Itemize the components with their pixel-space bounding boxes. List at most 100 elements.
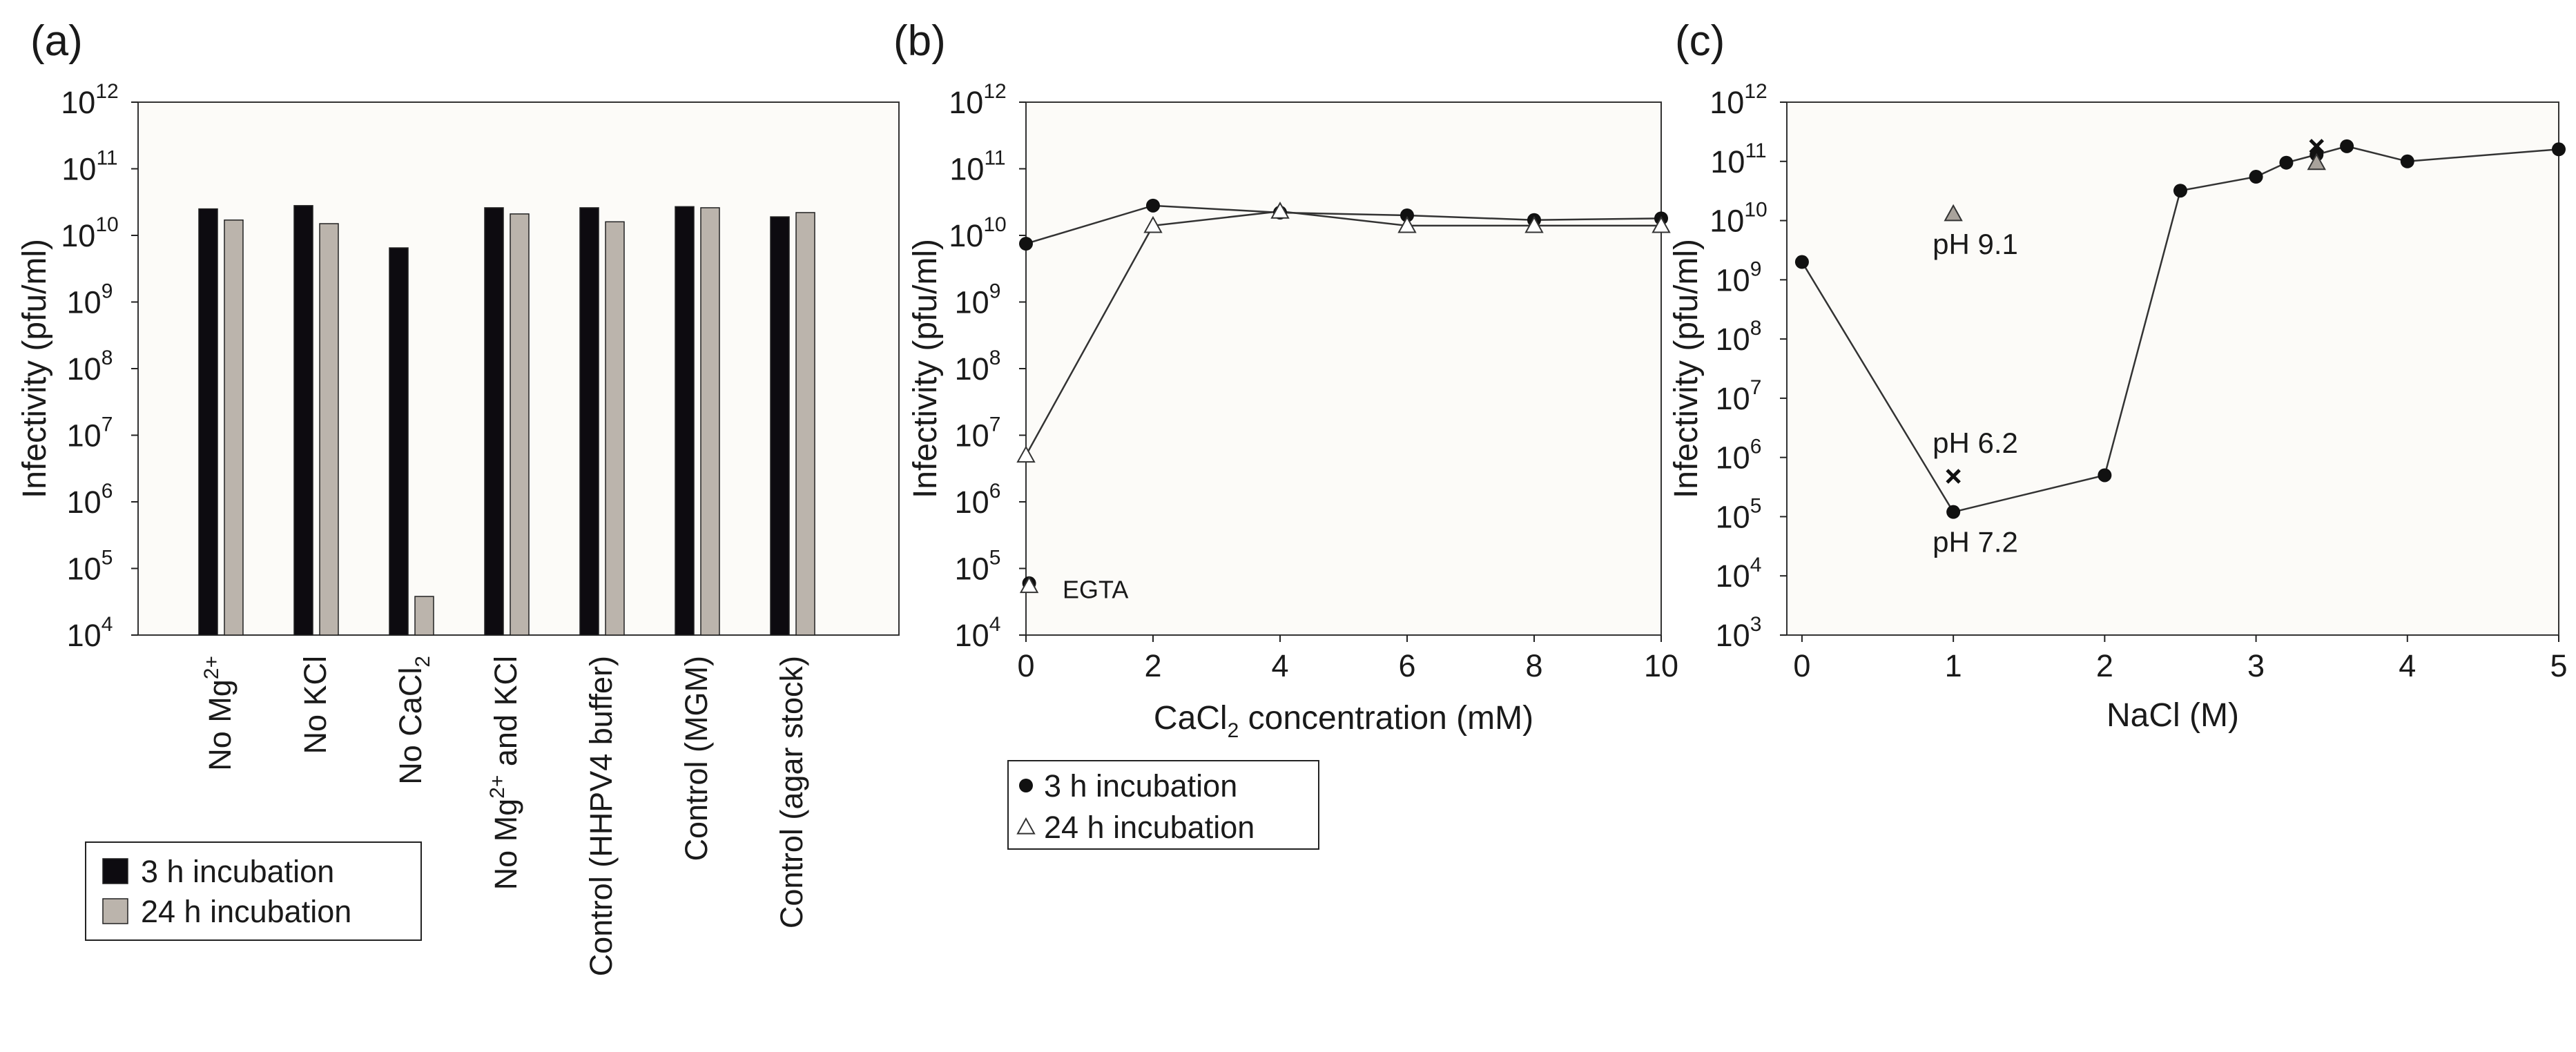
panel-a-legend <box>85 841 422 941</box>
panel-b-ytick-label: 109 <box>955 280 1001 320</box>
panel-c-plot-area <box>1786 101 2559 636</box>
panel-b-xtick-label: 10 <box>1644 648 1678 683</box>
panel-c-label: (c) <box>1675 17 1725 65</box>
panel-c-point <box>2098 468 2112 483</box>
panel-a-bar <box>293 205 313 636</box>
panel-a-bar <box>484 207 504 636</box>
panel-a-label: (a) <box>30 17 83 65</box>
panel-a-category-label: Control (HHPV4 buffer) <box>583 656 619 976</box>
panel-b-point-24h <box>1270 202 1290 219</box>
panel-c-ytick-label: 106 <box>1716 436 1762 476</box>
panel-c-xtick-label: 0 <box>1793 648 1810 683</box>
panel-c-series-line <box>1801 145 2559 514</box>
panel-c-xtick-label: 2 <box>2096 648 2113 683</box>
panel-c-point <box>2279 155 2294 170</box>
panel-c-xtick-label: 4 <box>2399 648 2416 683</box>
panel-a-category-label: No KCl <box>298 656 333 754</box>
panel-a-ytick-label: 108 <box>67 347 113 387</box>
panel-a-legend-swatch <box>102 898 128 924</box>
panel-b-point-3h <box>1019 237 1033 251</box>
panel-a-ytick-label: 109 <box>67 280 113 320</box>
panel-c-ph-point-cross <box>2309 139 2325 154</box>
panel-a-bar <box>795 212 815 636</box>
panel-a-bar <box>770 216 790 636</box>
panel-b-ytick-label: 106 <box>955 480 1001 520</box>
panel-c-annotation: pH 6.2 <box>1933 427 2018 459</box>
panel-b-ytick-label: 1010 <box>949 213 1006 253</box>
panel-b-ytick-label: 105 <box>955 547 1001 587</box>
panel-a-category: No Mg2+​ <box>200 656 238 771</box>
panel-b-label: (b) <box>893 17 946 65</box>
panel-a-category: No CaCl2​ <box>393 656 434 785</box>
panel-c-point <box>1946 505 1961 519</box>
panel-a-category-label: Control (agar stock) <box>774 656 809 928</box>
panel-a-bar <box>319 223 339 636</box>
panel-a-ytick-label: 107 <box>67 413 113 454</box>
panel-a: (a) 104 105 106 107 108 109 1010 1011 1012 Infecti… <box>17 17 900 976</box>
panel-c-ytick-label: 103 <box>1716 613 1762 653</box>
panel-b-legend-marker-3h <box>1019 779 1033 792</box>
panel-b-legend-label: 24 h incubation <box>1044 810 1255 845</box>
panel-c-point <box>2249 170 2263 184</box>
panel-c-point <box>2400 154 2414 168</box>
panel-c-x-axis-title: NaCl (M) <box>2107 697 2239 734</box>
panel-c-annotation: pH 7.2 <box>1933 526 2018 558</box>
panel-a-bar <box>675 206 695 636</box>
panel-c-ytick-label: 105 <box>1716 494 1762 534</box>
panel-b-plot-area <box>1025 101 1662 636</box>
panel-a-ytick-label: 1010 <box>61 213 118 253</box>
panel-a-legend-swatch <box>102 858 128 884</box>
panel-b-legend-label: 3 h incubation <box>1044 768 1237 803</box>
panel-b-point-3h <box>1400 208 1414 222</box>
panel-b-y-axis-title: Infectivity (pfu/ml) <box>907 239 944 498</box>
panel-c-ytick-label: 1012 <box>1710 80 1767 120</box>
panel-a-bar <box>198 208 218 636</box>
panel-a-bar <box>579 207 599 636</box>
panel-b-legend-marker-24h <box>1016 817 1036 835</box>
panel-b-annotation: EGTA <box>1063 576 1128 604</box>
panel-a-category: No KCl <box>298 656 333 754</box>
panel-c: (c)103104105106107108109101010111012Infe… <box>1668 17 2568 734</box>
panel-b-ytick-label: 1012 <box>949 80 1006 120</box>
panel-b: (b)104105106107108109101010111012Infecti… <box>893 17 1678 850</box>
panel-b-xtick-label: 2 <box>1144 648 1161 683</box>
panel-a-category: Control (HHPV4 buffer) <box>583 656 619 976</box>
panel-b-point-24h <box>1016 445 1036 463</box>
panel-a-category: No Mg2+ and KCl <box>486 656 523 890</box>
panel-b-ytick-label: 107 <box>955 413 1001 454</box>
panel-a-legend-label: 3 h incubation <box>141 854 334 889</box>
panel-c-ytick-label: 108 <box>1716 317 1762 357</box>
panel-a-category: Control (MGM) <box>679 656 714 861</box>
panel-b-egta-point <box>1019 576 1039 594</box>
panel-a-category-label: No CaCl2​ <box>393 656 434 785</box>
panel-a-category-label: Control (MGM) <box>679 656 714 861</box>
panel-a-category-label: No Mg2+ and KCl <box>486 656 523 890</box>
panel-b-point-24h <box>1652 215 1671 233</box>
panel-c-ytick-label: 104 <box>1716 554 1762 594</box>
panel-c-ph-point-cross <box>1946 469 1961 484</box>
panel-a-bar <box>389 247 409 636</box>
panel-b-series-line <box>1025 210 1661 456</box>
panel-a-ytick-label: 104 <box>67 613 113 653</box>
panel-c-point <box>1794 255 1809 269</box>
panel-c-ph-point-triangle <box>1944 204 1963 222</box>
panel-c-xtick-label: 1 <box>1945 648 1962 683</box>
panel-c-ytick-label: 1010 <box>1710 199 1767 239</box>
panel-c-ytick-label: 109 <box>1716 257 1762 298</box>
panel-b-ytick-label: 108 <box>955 347 1001 387</box>
panel-c-point <box>2173 184 2187 198</box>
panel-a-bar <box>510 213 530 636</box>
panel-c-y-axis-title: Infectivity (pfu/ml) <box>1668 239 1705 498</box>
panel-b-series-line <box>1025 204 1662 245</box>
panel-b-ytick-label: 1011 <box>949 147 1005 187</box>
panel-b-xtick-label: 0 <box>1017 648 1034 683</box>
panel-c-xtick-label: 5 <box>2550 648 2567 683</box>
panel-b-ytick-label: 104 <box>955 613 1001 653</box>
panel-a-ytick-label: 106 <box>67 480 113 520</box>
panel-a-bar <box>414 596 434 636</box>
panel-b-legend <box>1007 760 1319 850</box>
panel-a-category: Control (agar stock) <box>774 656 809 928</box>
panel-c-point <box>2552 142 2566 157</box>
panel-b-xtick-label: 4 <box>1271 648 1288 683</box>
